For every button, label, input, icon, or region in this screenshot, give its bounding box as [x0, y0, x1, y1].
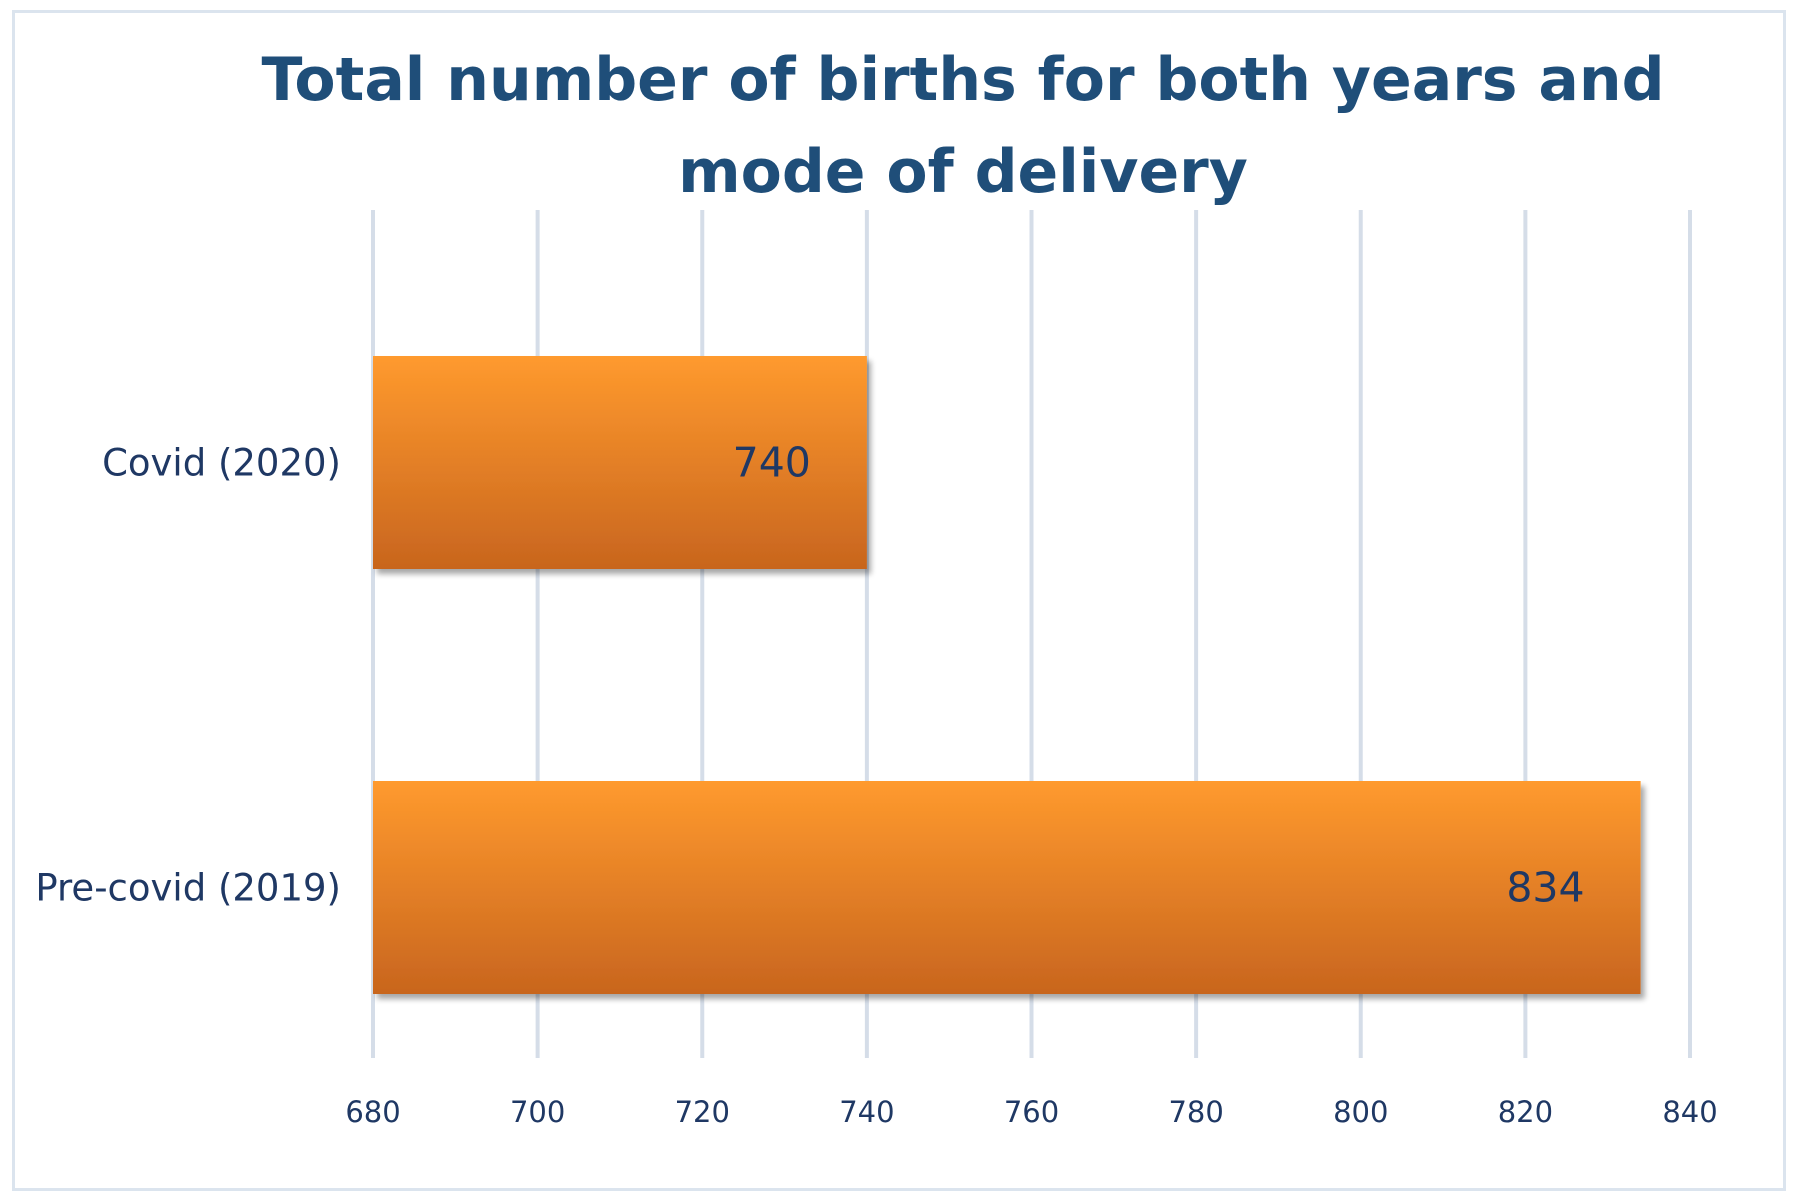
x-tick-label-840: 840: [1662, 1095, 1717, 1129]
bar-pre-covid-2019: [373, 781, 1641, 994]
data-label-covid-2020: 740: [733, 439, 811, 487]
bars: 740 834: [373, 356, 1641, 994]
chart-title-line-1: Total number of births for both years an…: [261, 45, 1664, 115]
x-tick-label-780: 780: [1168, 1095, 1223, 1129]
chart-frame: [12, 10, 1786, 1191]
x-tick-label-700: 700: [510, 1095, 565, 1129]
category-label-covid-2020: Covid (2020): [102, 442, 341, 485]
chart-title-line-2: mode of delivery: [678, 137, 1248, 207]
category-labels: Covid (2020) Pre-covid (2019): [35, 442, 341, 910]
category-label-pre-covid-2019: Pre-covid (2019): [35, 867, 341, 910]
data-label-pre-covid-2019: 834: [1506, 864, 1584, 912]
x-tick-label-680: 680: [345, 1095, 400, 1129]
x-tick-label-820: 820: [1498, 1095, 1553, 1129]
x-tick-label-760: 760: [1004, 1095, 1059, 1129]
bar-covid-2020: [373, 356, 867, 569]
x-tick-label-800: 800: [1333, 1095, 1388, 1129]
x-tick-label-740: 740: [839, 1095, 894, 1129]
x-axis-tick-labels: 680 700 720 740 760 780 800 820 840: [345, 1095, 1717, 1129]
x-tick-label-720: 720: [675, 1095, 730, 1129]
